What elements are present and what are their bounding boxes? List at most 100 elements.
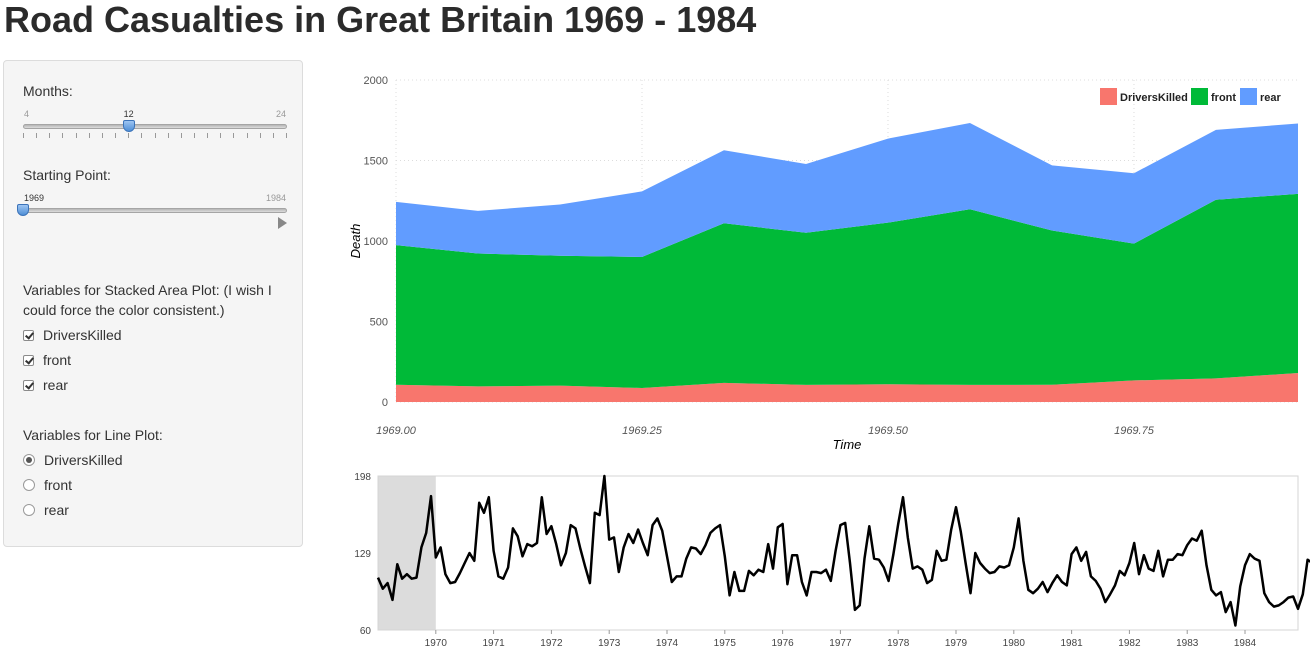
legend-item-front: front [1191, 88, 1236, 105]
start-min-label: 1969 [24, 193, 45, 203]
x-tick-label: 1973 [598, 638, 621, 649]
legend-label: DriversKilled [1120, 92, 1188, 104]
months-max-label: 24 [275, 109, 286, 119]
line-option-rear[interactable]: rear [23, 500, 69, 520]
months-slider-track[interactable] [23, 124, 287, 129]
controls-panel: Months: 4 24 12 Starting Point: 1969 198… [3, 60, 303, 547]
slider-tick [207, 133, 209, 138]
radio-icon[interactable] [23, 454, 35, 466]
line-option-driverskilled[interactable]: DriversKilled [23, 450, 123, 470]
stack-option-front[interactable]: front [23, 350, 71, 370]
area-series-rear [396, 122, 1298, 257]
y-tick-label: 1000 [364, 236, 388, 248]
x-tick-label: 1970 [425, 638, 448, 649]
slider-tick [75, 133, 77, 138]
x-tick-label: 1983 [1176, 638, 1199, 649]
y-tick-label: 60 [360, 626, 372, 637]
area-series-driverskilled [396, 373, 1298, 402]
start-slider-track[interactable] [23, 208, 287, 213]
x-tick-label: 1984 [1234, 638, 1257, 649]
legend-swatch [1240, 88, 1257, 105]
slider-tick [101, 133, 103, 138]
slider-tick [167, 133, 169, 138]
legend-item-driverskilled: DriversKilled [1100, 88, 1188, 105]
x-tick-label: 1969.00 [376, 425, 417, 437]
slider-tick [36, 133, 38, 138]
months-slider[interactable]: 4 24 12 [23, 109, 287, 149]
x-axis-label: Time [833, 437, 862, 452]
page-title: Road Casualties in Great Britain 1969 - … [4, 0, 757, 40]
slider-tick [115, 133, 117, 138]
line-plot-border [377, 475, 1299, 631]
line-option-front[interactable]: front [23, 475, 72, 495]
months-value-label: 12 [123, 109, 134, 119]
months-min-label: 4 [24, 109, 30, 119]
x-tick-label: 1978 [887, 638, 910, 649]
y-tick-label: 500 [370, 317, 388, 329]
legend-label: front [1211, 92, 1236, 104]
slider-tick [220, 133, 222, 138]
radio-icon[interactable] [23, 479, 35, 491]
x-tick-label: 1977 [829, 638, 852, 649]
y-tick-label: 0 [382, 397, 388, 409]
stacked-area-chart: 0 500 1000 1500 2000 1969.00 1969.25 1969.50 196… [348, 75, 1298, 452]
y-tick-label: 129 [354, 549, 371, 560]
x-tick-label: 1980 [1003, 638, 1026, 649]
x-tick-label: 1972 [540, 638, 563, 649]
slider-tick [88, 133, 90, 138]
slider-tick [193, 133, 195, 138]
start-slider-handle[interactable] [17, 204, 29, 216]
slider-tick [272, 133, 274, 138]
slider-tick [180, 133, 182, 138]
stack-option-rear[interactable]: rear [23, 375, 68, 395]
y-tick-label: 198 [354, 472, 371, 483]
months-label: Months: [23, 83, 73, 99]
slider-tick [141, 133, 143, 138]
play-icon[interactable] [278, 217, 287, 229]
x-tick-label: 1976 [771, 638, 794, 649]
slider-tick [154, 133, 156, 138]
radio-icon[interactable] [23, 504, 35, 516]
slider-tick [62, 133, 64, 138]
y-tick-label: 2000 [364, 75, 388, 87]
x-tick-label: 1979 [945, 638, 968, 649]
stack-option-driverskilled[interactable]: DriversKilled [23, 325, 122, 345]
x-tick-label: 1971 [482, 638, 505, 649]
line-option-label: front [44, 477, 73, 493]
driverskilled-line [376, 474, 1310, 627]
start-max-label: 1984 [265, 193, 286, 203]
slider-tick [246, 133, 248, 138]
x-tick-label: 1969.75 [1114, 425, 1155, 437]
start-slider[interactable]: 1969 1984 [17, 193, 287, 233]
area-legend: DriversKilled front rear [1100, 88, 1282, 105]
legend-item-rear: rear [1240, 88, 1282, 105]
x-tick-label: 1969.50 [868, 425, 909, 437]
area-series-front [396, 193, 1298, 388]
slider-tick [233, 133, 235, 138]
checkbox-icon[interactable] [23, 379, 34, 391]
x-tick-label: 1975 [714, 638, 737, 649]
slider-tick [286, 133, 287, 138]
line-option-label: rear [44, 502, 69, 518]
line-option-label: DriversKilled [44, 452, 123, 468]
x-tick-label: 1974 [656, 638, 679, 649]
legend-swatch [1191, 88, 1208, 105]
slider-tick [259, 133, 261, 138]
line-vars-label: Variables for Line Plot: [23, 427, 163, 443]
start-label: Starting Point: [23, 167, 111, 183]
months-slider-handle[interactable] [122, 120, 135, 132]
stack-option-label: DriversKilled [43, 327, 122, 343]
x-tick-label: 1981 [1060, 638, 1083, 649]
slider-tick [49, 133, 51, 138]
stack-option-label: rear [43, 377, 68, 393]
x-tick-label: 1982 [1118, 638, 1141, 649]
checkbox-icon[interactable] [23, 329, 34, 341]
line-chart[interactable]: 60 129 198 1970 1971 1972 1973 1974 1975 1976 1977… [340, 468, 1310, 655]
legend-label: rear [1260, 92, 1282, 104]
stack-option-label: front [43, 352, 72, 368]
checkbox-icon[interactable] [23, 354, 34, 366]
x-tick-label: 1969.25 [622, 425, 663, 437]
slider-tick [23, 133, 24, 138]
range-selection[interactable] [378, 476, 436, 630]
y-tick-label: 1500 [364, 156, 388, 168]
